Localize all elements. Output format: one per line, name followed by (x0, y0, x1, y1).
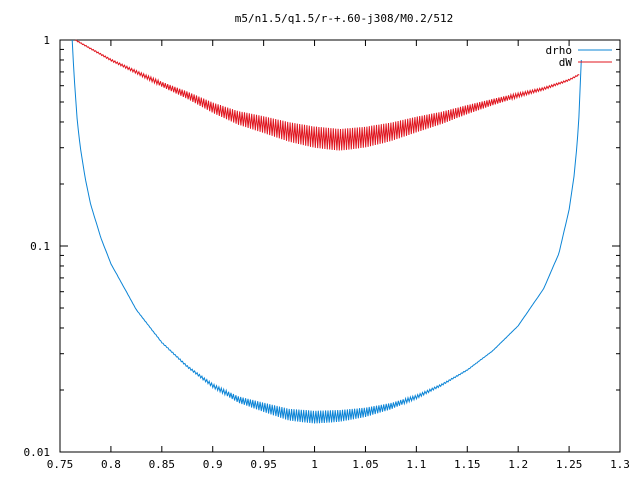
x-tick-label: 1.15 (454, 458, 481, 471)
series-layer (71, 39, 582, 424)
x-tick-label: 1.25 (556, 458, 583, 471)
x-tick-label: 0.8 (101, 458, 121, 471)
x-tick-label: 1.1 (406, 458, 426, 471)
x-tick-label: 0.95 (250, 458, 277, 471)
x-tick-label: 1.3 (610, 458, 630, 471)
y-tick-label: 0.01 (24, 446, 51, 459)
chart-title: m5/n1.5/q1.5/r-+.60-j308/M0.2/512 (235, 12, 454, 25)
x-tick-label: 1.05 (352, 458, 379, 471)
series-line-drho (71, 39, 582, 424)
y-tick-label: 1 (43, 34, 50, 47)
x-tick-label: 0.85 (149, 458, 176, 471)
x-tick-label: 1.2 (508, 458, 528, 471)
legend-label-dw: dW (559, 56, 573, 69)
axis-ticks: 0.75 0.8 0.85 0.9 0.95 1 1.05 1.1 1.15 1.2 1.25 1.3… (24, 34, 630, 471)
plot-frame (59, 39, 621, 453)
x-tick-label: 0.75 (47, 458, 74, 471)
legend-label-drho: drho (546, 44, 573, 57)
x-tick-label: 1 (311, 458, 318, 471)
series-line-dw (75, 39, 580, 151)
x-tick-label: 0.9 (203, 458, 223, 471)
y-tick-label: 0.1 (30, 240, 50, 253)
legend: drho dW (546, 44, 612, 69)
